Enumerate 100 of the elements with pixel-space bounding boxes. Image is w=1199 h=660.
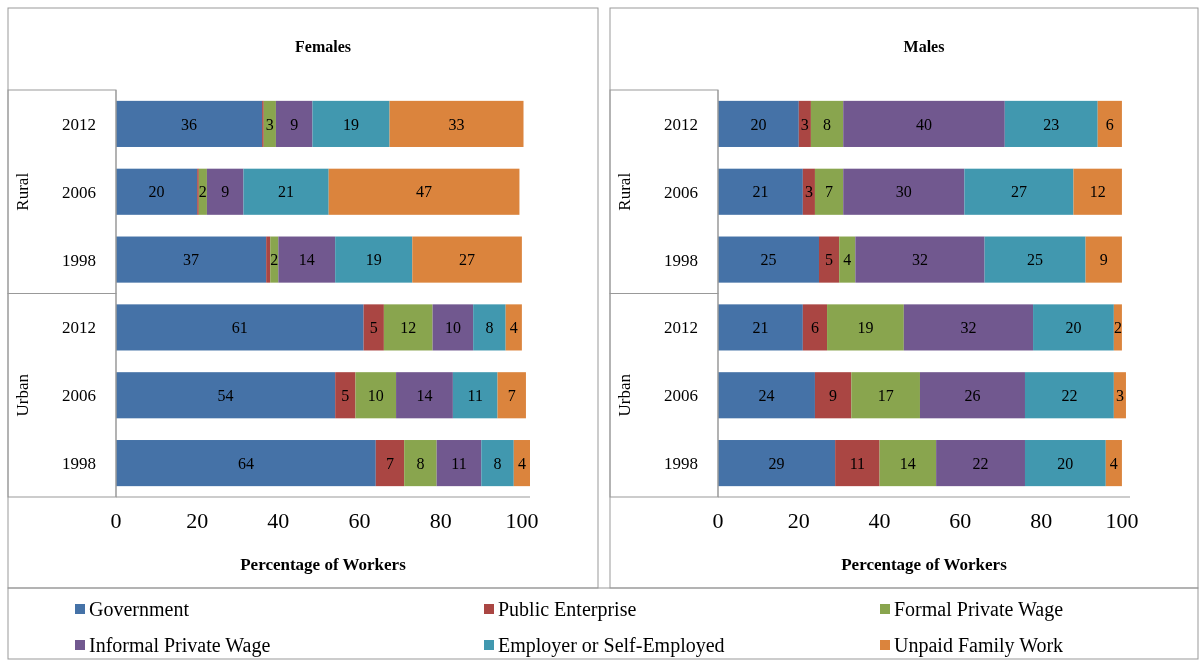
y-tick-label: 1998 — [664, 454, 698, 474]
bar — [843, 100, 1005, 147]
bar — [436, 440, 482, 487]
x-tick-label: 80 — [429, 508, 452, 533]
y-tick-label: 2012 — [664, 114, 698, 134]
x-tick-label: 0 — [110, 508, 122, 533]
data-label: 5 — [341, 386, 350, 404]
bar — [383, 304, 433, 351]
data-label: 26 — [964, 386, 981, 404]
data-label: 20 — [148, 183, 165, 201]
legend-label: Formal Private Wage — [894, 598, 1064, 621]
data-label: 27 — [1010, 183, 1027, 201]
data-label: 29 — [768, 454, 785, 472]
data-label: 7 — [385, 454, 394, 472]
bar — [278, 236, 336, 283]
x-tick-label: 20 — [186, 508, 209, 533]
bar — [879, 440, 937, 487]
y-tick-label: 1998 — [62, 454, 96, 474]
legend-label: Public Enterprise — [498, 598, 637, 621]
bar — [810, 100, 844, 147]
data-label: 9 — [1099, 251, 1108, 269]
bar — [718, 440, 836, 487]
y-tick-label: 2012 — [62, 318, 96, 338]
data-label: 4 — [1109, 454, 1118, 472]
bar — [328, 168, 520, 215]
bar — [855, 236, 985, 283]
data-label: 32 — [960, 319, 977, 337]
bar — [851, 372, 920, 419]
bar — [116, 168, 198, 215]
x-tick-label: 100 — [1105, 508, 1139, 533]
data-label: 23 — [1043, 115, 1060, 133]
data-label: 3 — [800, 115, 809, 133]
bar — [718, 100, 799, 147]
data-label: 9 — [221, 183, 230, 201]
bar — [984, 236, 1086, 283]
bar — [936, 440, 1025, 487]
y-tick-label: 2012 — [664, 318, 698, 338]
data-label: 21 — [752, 319, 769, 337]
data-label: 30 — [895, 183, 912, 201]
y-tick-label: 2012 — [62, 114, 96, 134]
data-label: 10 — [444, 319, 461, 337]
data-label: 25 — [1027, 251, 1044, 269]
data-label: 54 — [217, 386, 234, 404]
bar — [396, 372, 453, 419]
data-label: 2 — [198, 183, 207, 201]
bar — [389, 100, 524, 147]
data-label: 14 — [899, 454, 916, 472]
bar — [814, 168, 844, 215]
bar — [375, 440, 405, 487]
data-label: 36 — [181, 115, 198, 133]
data-label: 5 — [825, 251, 834, 269]
data-label: 11 — [451, 454, 467, 472]
x-axis-title: Percentage of Workers — [240, 555, 407, 574]
bar — [243, 168, 329, 215]
bar — [404, 440, 437, 487]
bar — [481, 440, 514, 487]
data-label: 19 — [343, 115, 360, 133]
x-tick-label: 0 — [712, 508, 724, 533]
bar — [718, 372, 815, 419]
y-tick-label: 1998 — [664, 250, 698, 270]
data-label: 40 — [916, 115, 932, 133]
legend-label: Informal Private Wage — [89, 634, 271, 657]
bar — [452, 372, 498, 419]
data-label: 2 — [270, 251, 279, 269]
x-tick-label: 60 — [348, 508, 371, 533]
bar — [497, 372, 526, 419]
y-tick-label: 2006 — [62, 182, 96, 202]
data-label: 6 — [1105, 115, 1114, 133]
bar — [1073, 168, 1122, 215]
data-label: 20 — [750, 115, 767, 133]
data-label: 21 — [752, 183, 769, 201]
text: Urban — [614, 373, 634, 417]
bar — [843, 168, 965, 215]
data-label: 33 — [448, 115, 465, 133]
data-label: 22 — [1061, 386, 1078, 404]
bar — [473, 304, 506, 351]
bar — [335, 372, 356, 419]
y-tick-label: 2006 — [62, 386, 96, 406]
bar — [432, 304, 474, 351]
y-tick-label: 1998 — [62, 250, 96, 270]
text: Rural — [614, 172, 634, 211]
data-label: 11 — [849, 454, 866, 472]
data-label: 8 — [416, 454, 425, 472]
data-label: 64 — [237, 454, 254, 472]
bar — [802, 168, 815, 215]
bar — [1024, 440, 1106, 487]
bar — [116, 100, 263, 147]
data-label: 27 — [459, 251, 476, 269]
bar — [802, 304, 828, 351]
bar — [263, 100, 276, 147]
data-label: 4 — [509, 319, 518, 337]
bar — [1097, 100, 1122, 147]
text: Urban — [12, 373, 32, 417]
bar — [206, 168, 244, 215]
data-label: 8 — [485, 319, 494, 337]
bar — [412, 236, 522, 283]
bar — [116, 440, 376, 487]
legend-label: Government — [89, 598, 190, 620]
data-label: 3 — [1115, 386, 1124, 404]
bar — [818, 236, 840, 283]
